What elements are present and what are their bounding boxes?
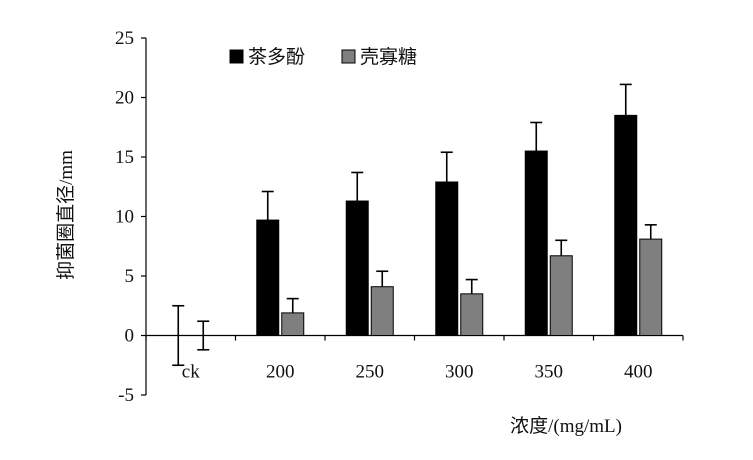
y-tick-label: 25 <box>115 28 134 49</box>
x-tick-label: 300 <box>445 362 474 383</box>
legend-label: 茶多酚 <box>248 46 305 68</box>
legend: 茶多酚 壳寡糖 <box>229 46 417 68</box>
bar <box>460 293 484 337</box>
x-tick-label: 400 <box>624 362 653 383</box>
bar <box>256 219 280 337</box>
y-axis-ticks: -5 0 5 10 15 20 25 <box>115 28 146 406</box>
bar <box>345 200 369 336</box>
x-tick-label: 200 <box>266 362 295 383</box>
bar <box>281 312 305 337</box>
bar <box>524 150 548 336</box>
bar <box>370 286 394 336</box>
y-tick-label: 5 <box>125 266 135 287</box>
y-tick-label: 10 <box>115 207 134 228</box>
y-axis-title: 抑菌圈直径/mm <box>55 150 77 280</box>
x-axis-ticks: ck 200 250 300 350 400 <box>145 335 684 383</box>
y-tick-label: 15 <box>115 147 134 168</box>
legend-swatch <box>229 49 244 64</box>
bar <box>549 255 573 337</box>
y-tick-label: -5 <box>118 385 134 406</box>
x-axis-title: 浓度/(mg/mL) <box>510 415 622 437</box>
bar <box>614 114 638 336</box>
x-tick-label: 350 <box>535 362 564 383</box>
legend-label: 壳寡糖 <box>360 46 417 68</box>
bars <box>172 83 663 367</box>
axes <box>145 38 683 395</box>
y-tick-label: 20 <box>115 88 134 109</box>
legend-swatch <box>341 49 356 64</box>
y-tick-label: 0 <box>125 326 135 347</box>
x-tick-label: ck <box>182 362 200 383</box>
bar <box>435 181 459 336</box>
bar <box>639 238 663 336</box>
x-tick-label: 250 <box>356 362 385 383</box>
